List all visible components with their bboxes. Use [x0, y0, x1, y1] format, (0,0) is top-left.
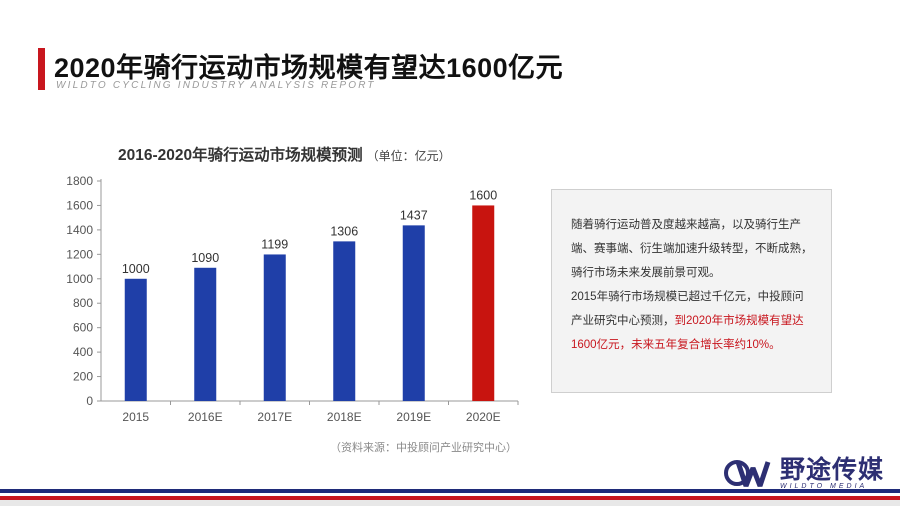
y-tick-label: 600 — [73, 321, 93, 335]
footer-stripe-blue — [0, 489, 900, 493]
info-paragraph-2: 2015年骑行市场规模已超过千亿元，中投顾问产业研究中心预测，到2020年市场规… — [571, 285, 815, 357]
info-paragraph-1: 随着骑行运动普及度越来越高，以及骑行生产端、赛事端、衍生端加速升级转型，不断成熟… — [571, 219, 813, 279]
chart-unit: （单位：亿元） — [366, 149, 451, 163]
title-accent-bar — [38, 48, 45, 90]
y-tick-label: 1200 — [66, 247, 93, 261]
brand: 野途传媒 WILDTO MEDIA — [723, 456, 884, 490]
chart-source: （资料来源：中投顾问产业研究中心） — [330, 442, 517, 454]
x-tick-label: 2015 — [122, 410, 149, 424]
bar-2019E — [402, 225, 425, 401]
info-paragraph-2-highlight: 到2020年市场规模有望达1600亿元，未来五年复合增长率约10%。 — [571, 315, 804, 351]
y-tick-label: 1000 — [66, 272, 93, 286]
y-tick-label: 200 — [73, 370, 93, 384]
page-title: 2020年骑行运动市场规模有望达1600亿元 — [54, 53, 564, 83]
bar-2015 — [124, 278, 147, 401]
chart-title: 2016-2020年骑行运动市场规模预测 （单位：亿元） — [118, 143, 451, 165]
y-tick-label: 400 — [73, 345, 93, 359]
wildto-logo-icon — [723, 456, 776, 490]
x-tick-label: 2019E — [396, 410, 431, 424]
y-tick-label: 800 — [73, 296, 93, 310]
bar-value-label: 1199 — [261, 237, 288, 251]
bar-2017E — [263, 254, 286, 401]
footer-stripe-white — [0, 493, 900, 496]
bar-value-label: 1306 — [330, 224, 358, 238]
chart-title-text: 2016-2020年骑行运动市场规模预测 — [118, 147, 363, 164]
footer-stripe-red — [0, 496, 900, 500]
bar-2018E — [333, 241, 356, 401]
bar-2016E — [194, 267, 217, 401]
info-box: 随着骑行运动普及度越来越高，以及骑行生产端、赛事端、衍生端加速升级转型，不断成熟… — [551, 189, 832, 393]
brand-name: 野途传媒 — [779, 455, 884, 484]
page-subtitle: WILDTO CYCLING INDUSTRY ANALYSIS REPORT — [56, 80, 376, 91]
brand-text: 野途传媒 WILDTO MEDIA — [780, 457, 884, 490]
bar-2020E — [472, 205, 495, 401]
y-tick-label: 0 — [86, 394, 93, 408]
bar-value-label: 1600 — [469, 188, 497, 202]
brand-sub: WILDTO MEDIA — [779, 482, 868, 490]
bar-value-label: 1090 — [191, 251, 219, 265]
y-tick-label: 1800 — [66, 174, 93, 188]
bar-value-label: 1000 — [122, 262, 150, 276]
x-tick-label: 2020E — [466, 410, 501, 424]
y-tick-label: 1400 — [66, 223, 93, 237]
x-tick-label: 2018E — [327, 410, 362, 424]
x-tick-label: 2017E — [257, 410, 292, 424]
y-tick-label: 1600 — [66, 198, 93, 212]
footer-stripe-grey — [0, 500, 900, 506]
x-tick-label: 2016E — [188, 410, 223, 424]
bar-value-label: 1437 — [400, 208, 428, 222]
info-paragraph-2-text: 2015年骑行市场规模已超过千亿元，中投顾问产业研究中心预测， — [571, 291, 804, 327]
